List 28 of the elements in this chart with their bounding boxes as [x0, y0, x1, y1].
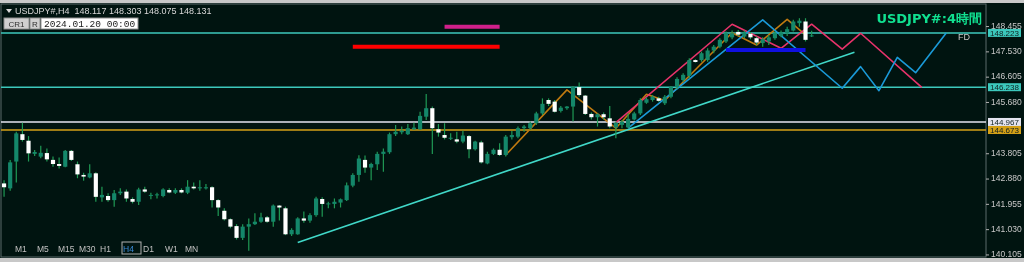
chart-subtitle: USDJPY#,H4 148.117 148.303 148.075 148.131 — [15, 6, 212, 16]
y-tick-label: 141.030 — [991, 223, 1022, 234]
ref-line-label: 146.238 — [990, 83, 1020, 93]
annotation: M30 — [79, 243, 96, 254]
annotation: M15 — [58, 243, 75, 254]
annotation: MN — [185, 243, 199, 254]
y-tick-label: 146.605 — [991, 71, 1022, 82]
annotation: CR1 — [8, 19, 26, 29]
y-tick-label: 140.105 — [991, 249, 1022, 260]
text: USDJPY#:4時間 — [876, 11, 982, 26]
y-tick-label: 143.805 — [991, 148, 1022, 159]
ref-line-label: 144.967 — [990, 117, 1020, 127]
annotation: H1 — [100, 243, 112, 254]
y-tick-label: 148.455 — [991, 20, 1022, 31]
annotation: W1 — [165, 243, 179, 254]
annotation: R — [32, 19, 39, 29]
annotation: M1 — [15, 243, 28, 254]
text: FD — [958, 32, 971, 42]
y-tick-label: 141.955 — [991, 198, 1022, 209]
y-tick-label: 147.530 — [991, 46, 1022, 57]
annotation: M5 — [37, 243, 50, 254]
annotation: 2024.01.20 00:00 — [44, 19, 136, 30]
y-tick-label: 142.880 — [991, 173, 1022, 184]
ref-line-label: 144.673 — [990, 125, 1020, 135]
ref-line-label: 148.223 — [990, 28, 1020, 38]
y-tick-label: 145.680 — [991, 96, 1022, 107]
annotation: H4 — [123, 243, 135, 254]
annotation: D1 — [143, 243, 155, 254]
